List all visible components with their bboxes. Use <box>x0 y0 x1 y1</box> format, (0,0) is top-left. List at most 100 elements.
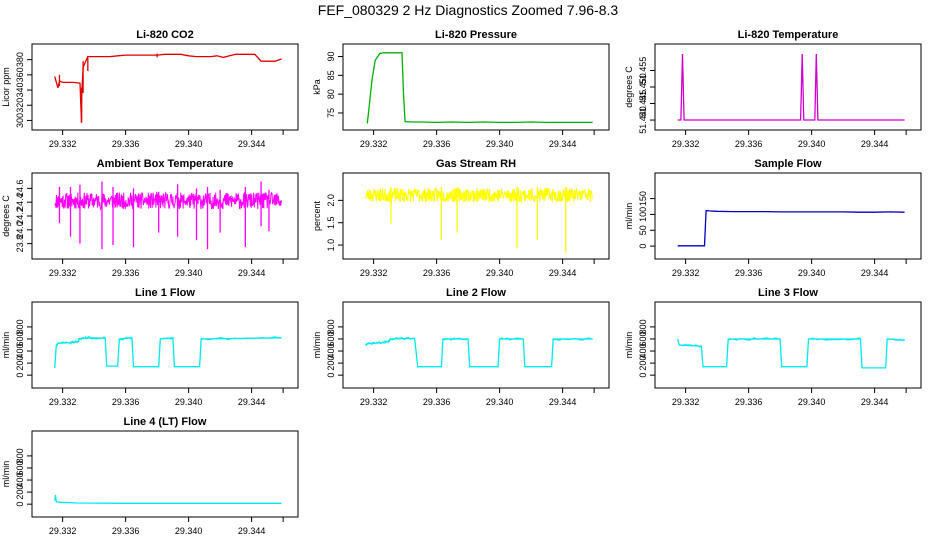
series-line <box>365 337 593 368</box>
x-tick-label: 29.332 <box>49 397 77 407</box>
x-tick-label: 29.340 <box>486 397 514 407</box>
y-tick-label: 51.445 <box>638 90 648 118</box>
series-line <box>677 53 905 121</box>
series-line <box>677 338 905 369</box>
y-tick-label: 24.0 <box>15 221 25 239</box>
x-tick-label: 29.340 <box>175 397 203 407</box>
y-tick-label: 800 <box>15 448 25 463</box>
x-tick-label: 29.336 <box>112 139 140 149</box>
series-line <box>366 52 593 124</box>
x-tick-label: 29.336 <box>112 268 140 278</box>
chart-panel-rh: Gas Stream RH percent 1.0 1.5 2.0 29.332 29.33… <box>312 158 610 278</box>
plot-frame <box>342 172 610 260</box>
y-tick-label: 51.455 <box>638 57 648 85</box>
y-axis-label: ml/min <box>624 203 634 230</box>
x-tick-label: 29.344 <box>861 139 889 149</box>
y-tick-label: 50 <box>638 225 648 235</box>
y-tick-label: 0 <box>15 502 25 507</box>
x-tick-label: 29.344 <box>549 139 577 149</box>
y-axis-label: Licor ppm <box>1 67 11 107</box>
y-tick-label: 600 <box>638 331 648 346</box>
chart-title: Li-820 CO2 <box>136 29 193 41</box>
series-line <box>54 191 283 211</box>
x-tick-label: 29.344 <box>549 397 577 407</box>
y-tick-label: 800 <box>638 319 648 334</box>
page-title: FEF_080329 2 Hz Diagnostics Zoomed 7.96-… <box>317 2 619 18</box>
y-tick-label: 2.0 <box>326 194 336 207</box>
x-tick-label: 29.340 <box>175 268 203 278</box>
series-line <box>54 495 282 504</box>
y-tick-label: 24.6 <box>15 180 25 198</box>
y-tick-label: 1.0 <box>326 239 336 252</box>
x-tick-label: 29.332 <box>49 526 77 536</box>
y-tick-label: 85 <box>326 70 336 80</box>
y-tick-label: 51.440 <box>638 106 648 134</box>
chart-title: Line 1 Flow <box>135 287 195 299</box>
x-tick-label: 29.344 <box>861 397 889 407</box>
y-tick-label: 400 <box>326 344 336 359</box>
chart-panel-box_temp: Ambient Box Temperature degrees C 23.824.0… <box>1 158 299 278</box>
chart-title: Ambient Box Temperature <box>97 158 234 170</box>
x-tick-label: 29.344 <box>861 268 889 278</box>
chart-title: Li-820 Temperature <box>738 29 839 41</box>
y-axis-label: ml/min <box>312 332 322 359</box>
x-tick-label: 29.344 <box>238 526 266 536</box>
y-axis-label: kPa <box>312 79 322 95</box>
plot-frame <box>654 172 922 260</box>
y-tick-label: 80 <box>326 89 336 99</box>
x-tick-label: 29.332 <box>49 268 77 278</box>
y-tick-label: 400 <box>15 344 25 359</box>
x-tick-label: 29.336 <box>112 526 140 536</box>
plot-frame <box>31 301 299 389</box>
series-line <box>54 53 282 123</box>
series-jitter <box>55 335 282 347</box>
chart-title: Gas Stream RH <box>436 158 516 170</box>
chart-title: Li-820 Pressure <box>435 29 517 41</box>
plot-frame <box>31 172 299 260</box>
x-tick-label: 29.332 <box>672 268 700 278</box>
y-axis-label: degrees C <box>624 66 634 108</box>
y-tick-label: 24.4 <box>15 193 25 211</box>
x-tick-label: 29.340 <box>798 268 826 278</box>
y-tick-label: 0 <box>638 244 648 249</box>
x-tick-label: 29.340 <box>175 139 203 149</box>
y-tick-label: 23.8 <box>15 235 25 253</box>
chart-title: Sample Flow <box>754 158 822 170</box>
x-tick-label: 29.332 <box>360 139 388 149</box>
y-tick-label: 200 <box>15 356 25 371</box>
y-tick-label: 150 <box>638 191 648 206</box>
y-tick-label: 600 <box>15 331 25 346</box>
x-tick-label: 29.336 <box>423 139 451 149</box>
plot-frame <box>342 43 610 131</box>
y-axis-label: degrees C <box>1 195 11 237</box>
x-tick-label: 29.336 <box>423 397 451 407</box>
y-axis-label: ml/min <box>1 461 11 488</box>
y-tick-label: 400 <box>15 473 25 488</box>
x-tick-label: 29.332 <box>49 139 77 149</box>
y-tick-label: 24.2 <box>15 207 25 225</box>
x-tick-label: 29.340 <box>175 526 203 536</box>
y-tick-label: 600 <box>15 460 25 475</box>
series-line <box>677 209 905 247</box>
y-axis-label: ml/min <box>624 332 634 359</box>
y-tick-label: 800 <box>326 319 336 334</box>
plot-frame <box>654 301 922 389</box>
y-tick-label: 800 <box>15 319 25 334</box>
y-tick-label: 200 <box>326 356 336 371</box>
y-axis-label: ml/min <box>1 332 11 359</box>
x-tick-label: 29.332 <box>672 397 700 407</box>
plot-frame <box>654 43 922 131</box>
y-tick-label: 0 <box>326 373 336 378</box>
x-tick-label: 29.340 <box>798 139 826 149</box>
series-line <box>365 187 594 204</box>
plot-frame <box>31 43 299 131</box>
y-tick-label: 51.450 <box>638 73 648 101</box>
x-tick-label: 29.336 <box>735 139 763 149</box>
x-tick-label: 29.336 <box>112 397 140 407</box>
